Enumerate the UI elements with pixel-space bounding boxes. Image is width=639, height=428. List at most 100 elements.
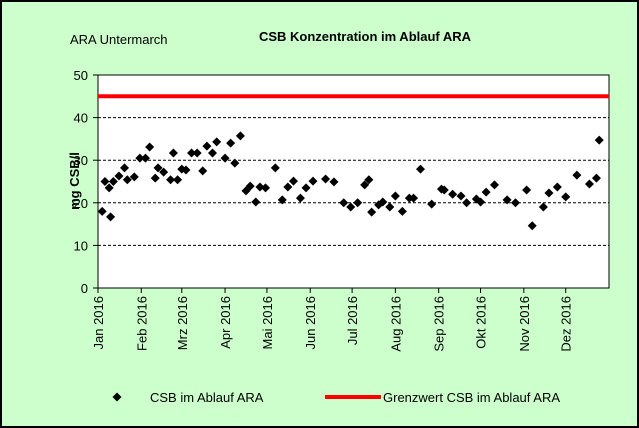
data-point [561,192,571,202]
data-point [288,176,298,186]
y-tick-label: 10 [74,238,88,253]
data-point [230,158,240,168]
y-tick-label: 0 [81,281,88,296]
data-point [346,202,356,212]
data-point [329,177,339,187]
data-point [552,182,562,192]
data-point [409,193,419,203]
data-point [295,193,305,203]
data-point [166,175,176,185]
data-point [173,175,183,185]
data-point [150,173,160,183]
data-point [212,137,222,147]
data-point [104,183,114,193]
data-point [538,202,548,212]
data-point [114,171,124,181]
data-point [301,183,311,193]
data-point [522,185,532,195]
data-point [462,198,472,208]
chart-title: CSB Konzentration im Ablauf ARA [259,29,472,44]
data-point [397,206,407,216]
data-point [594,135,604,145]
data-point [181,165,191,175]
data-point [364,175,374,185]
data-point [385,202,395,212]
data-point [187,148,197,158]
x-tick-label: Jan 2016 [91,296,106,350]
data-point [135,153,145,163]
data-point [255,182,265,192]
data-point [427,199,437,209]
data-point [270,163,280,173]
data-point [502,195,512,205]
data-point [192,148,202,158]
data-point [108,177,118,186]
chart-subtitle: ARA Untermarch [70,32,168,47]
data-point [145,142,155,152]
legend-label: CSB im Ablauf ARA [150,390,264,405]
x-tick-label: Mrz 2016 [175,296,190,350]
data-point [353,198,363,208]
legend-marker [112,392,122,402]
plot-border [97,74,610,289]
data-point [367,207,377,217]
data-point [153,163,163,173]
x-tick-label: Dez 2016 [559,296,574,352]
data-point [202,141,212,151]
data-point [510,198,520,208]
data-point [226,138,236,148]
data-point [120,163,130,173]
x-tick-label: Jul 2016 [345,296,360,345]
x-tick-label: Feb 2016 [134,296,149,351]
data-point [97,206,107,216]
y-tick-label: 20 [74,196,88,211]
data-point [360,180,370,190]
data-point [456,191,466,201]
data-point [490,180,500,190]
data-point [584,179,594,189]
data-point [140,153,150,163]
x-tick-label: Jun 2016 [303,296,318,350]
data-point [106,212,116,222]
data-point [321,174,331,184]
data-point [591,173,601,183]
data-point [481,187,491,197]
y-tick-label: 30 [74,153,88,168]
data-point [527,221,537,231]
plot-area [98,75,609,288]
x-tick-label: Mai 2016 [260,296,275,349]
data-point [544,188,554,198]
data-point [261,183,271,193]
data-point [251,197,261,207]
data-point [235,131,245,141]
data-point [448,189,458,199]
legend-label: Grenzwert CSB im Ablauf ARA [383,390,560,405]
data-point [277,195,287,205]
y-axis-label: mg CSB/l [67,152,82,210]
data-point [572,170,582,180]
x-tick-label: Okt 2016 [474,296,489,349]
data-point [390,191,400,201]
y-tick-label: 50 [74,68,88,83]
data-point [283,182,293,192]
x-tick-label: Apr 2016 [218,296,233,349]
data-point [476,197,486,207]
data-point [129,172,139,182]
x-tick-label: Nov 2016 [517,296,532,352]
y-tick-label: 40 [74,111,88,126]
data-point [122,175,132,185]
data-point [198,166,208,176]
data-point [159,167,169,177]
data-point [168,148,178,158]
data-point [416,164,426,174]
data-point [378,197,388,207]
data-point [439,185,449,195]
data-point [207,148,217,158]
data-point [100,177,110,186]
data-point [245,181,255,191]
data-point [220,153,230,163]
data-point [339,198,349,208]
data-point [308,176,318,186]
x-tick-label: Sep 2016 [432,296,447,352]
